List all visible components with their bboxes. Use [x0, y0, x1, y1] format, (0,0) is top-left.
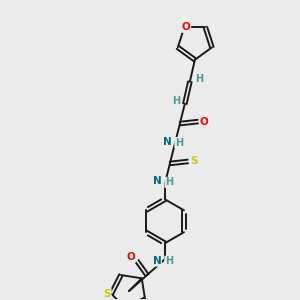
Text: O: O: [182, 22, 191, 32]
Text: H: H: [172, 96, 180, 106]
Text: O: O: [200, 117, 208, 127]
Text: S: S: [103, 289, 111, 299]
Text: S: S: [190, 157, 198, 166]
Text: H: H: [175, 137, 183, 148]
Text: N: N: [153, 176, 161, 186]
Text: H: H: [165, 256, 173, 266]
Text: O: O: [127, 252, 135, 262]
Text: H: H: [195, 74, 203, 84]
Text: H: H: [165, 177, 173, 188]
Text: N: N: [163, 136, 171, 146]
Text: N: N: [153, 256, 161, 266]
